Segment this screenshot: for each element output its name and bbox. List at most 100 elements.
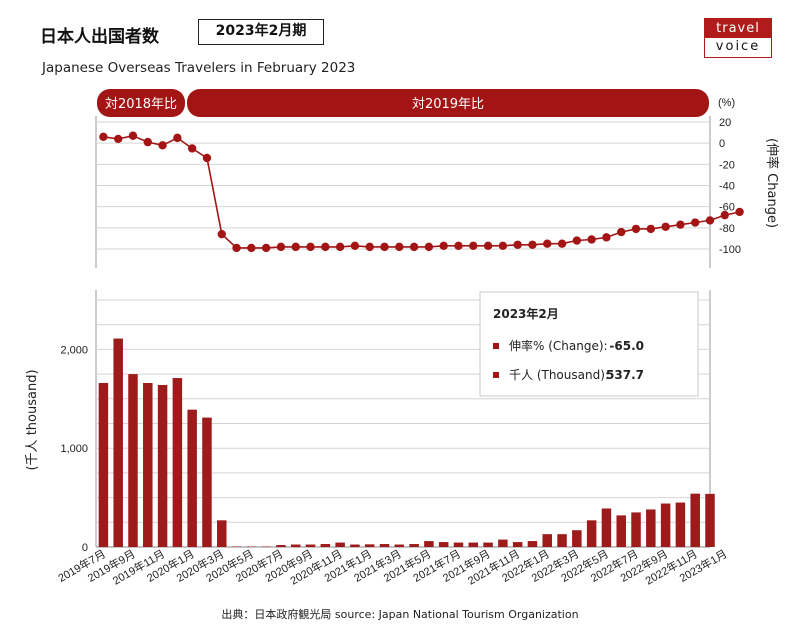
travelers-bar[interactable] xyxy=(572,530,582,547)
bar-y-axis-label: (千人 thousand) xyxy=(25,369,40,470)
travelers-bar[interactable] xyxy=(157,384,168,547)
change-point xyxy=(143,137,152,147)
travelers-bar[interactable] xyxy=(202,417,212,547)
travelers-bar[interactable] xyxy=(379,544,390,547)
tooltip-row2-marker xyxy=(493,372,499,378)
change-point xyxy=(424,242,434,252)
travelers-bar[interactable] xyxy=(394,544,405,547)
change-point xyxy=(321,242,330,252)
change-point xyxy=(454,241,463,251)
tooltip-row1-marker xyxy=(493,343,499,349)
change-point xyxy=(513,240,522,249)
travelers-bar[interactable] xyxy=(350,544,360,547)
travelers-bar[interactable] xyxy=(616,515,626,547)
period-badge: 2023年2月期 xyxy=(198,19,324,45)
change-point xyxy=(661,222,670,231)
travelers-bar[interactable] xyxy=(705,493,715,547)
travelers-bar[interactable] xyxy=(246,546,257,548)
change-point xyxy=(676,220,685,229)
change-point xyxy=(587,235,596,244)
change-point xyxy=(602,233,611,242)
travelers-bar[interactable] xyxy=(409,544,419,547)
bar-y-tick: 0 xyxy=(82,542,88,554)
travelers-bar[interactable] xyxy=(128,374,138,547)
line-y-tick: -40 xyxy=(719,181,735,193)
travelers-bar[interactable] xyxy=(453,542,464,547)
travelers-bar[interactable] xyxy=(646,509,656,547)
line-y-tick: 20 xyxy=(719,117,731,129)
travelers-bar[interactable] xyxy=(424,541,434,547)
travelers-bar[interactable] xyxy=(261,546,271,548)
travelers-bar[interactable] xyxy=(217,520,227,547)
change-point xyxy=(350,241,360,251)
line-y-tick: -100 xyxy=(719,244,741,256)
change-point xyxy=(395,242,404,252)
travelers-bar[interactable] xyxy=(468,542,479,547)
line-y-unit: (%) xyxy=(718,97,735,109)
travelers-bar[interactable] xyxy=(113,338,123,547)
travelers-bar[interactable] xyxy=(335,542,345,547)
change-point xyxy=(543,239,552,248)
line-y-tick: -20 xyxy=(719,159,735,171)
segment-banner-2019 xyxy=(187,89,709,117)
change-point xyxy=(439,241,448,251)
travelers-bar[interactable] xyxy=(512,542,523,547)
change-point xyxy=(365,242,374,252)
travelers-bar[interactable] xyxy=(601,508,612,547)
travelers-bar[interactable] xyxy=(675,502,686,547)
line-y-tick: -60 xyxy=(719,202,735,214)
travelers-bar[interactable] xyxy=(542,534,553,547)
chart-subtitle: Japanese Overseas Travelers in February … xyxy=(42,60,356,76)
travelers-bar[interactable] xyxy=(290,544,301,547)
travelers-bar[interactable] xyxy=(498,539,508,547)
travelers-bar[interactable] xyxy=(320,544,331,547)
change-point xyxy=(735,207,744,217)
travelers-bar[interactable] xyxy=(483,542,493,547)
travelers-bar[interactable] xyxy=(660,503,671,547)
source-note: 出典：日本政府観光局 source: Japan National Touris… xyxy=(221,608,579,621)
change-point xyxy=(720,210,729,220)
bar-y-tick: 1,000 xyxy=(60,443,88,455)
travelers-bar[interactable] xyxy=(98,382,109,547)
change-point xyxy=(128,131,138,140)
change-point xyxy=(498,241,508,251)
logo-bottom-text: voice xyxy=(715,39,761,54)
line-y-tick: 0 xyxy=(719,138,725,150)
travelers-bar[interactable] xyxy=(231,546,242,548)
change-point xyxy=(232,243,241,253)
tooltip-title: 2023年2月 xyxy=(493,306,559,321)
line-y-tick: -80 xyxy=(719,223,735,235)
change-point xyxy=(187,144,197,153)
change-point xyxy=(113,134,123,144)
travelers-bar[interactable] xyxy=(364,544,375,547)
change-point xyxy=(276,242,286,252)
segment-label-2019: 対2019年比 xyxy=(412,97,484,112)
change-point xyxy=(528,240,537,249)
travelers-bar[interactable] xyxy=(631,512,641,547)
travelers-bar[interactable] xyxy=(586,520,597,547)
change-point xyxy=(291,242,300,252)
travelers-bar[interactable] xyxy=(172,378,183,547)
change-point xyxy=(631,224,641,234)
travelers-bar[interactable] xyxy=(143,382,153,547)
change-point xyxy=(691,218,700,227)
change-point xyxy=(409,242,419,252)
travelers-bar[interactable] xyxy=(557,534,567,547)
travelers-bar[interactable] xyxy=(276,545,286,547)
change-point xyxy=(646,224,656,234)
change-point xyxy=(202,153,212,163)
travelers-bar[interactable] xyxy=(690,493,700,547)
change-point xyxy=(617,227,626,237)
change-point xyxy=(380,242,389,252)
travelvoice-logo: travel voice xyxy=(704,18,772,58)
travelers-bar[interactable] xyxy=(438,542,449,547)
line-chart-panel: 対2018年比 対2019年比 (%) 200-20-40-60-80-100 … xyxy=(95,89,780,268)
travelers-bar[interactable] xyxy=(527,541,538,547)
tooltip-row2-label: 千人 (Thousand): xyxy=(509,368,609,382)
travelers-bar[interactable] xyxy=(187,409,197,547)
segment-banner-2018 xyxy=(97,89,185,117)
change-point xyxy=(483,241,493,251)
change-point xyxy=(247,243,256,253)
travelers-bar[interactable] xyxy=(305,544,316,547)
